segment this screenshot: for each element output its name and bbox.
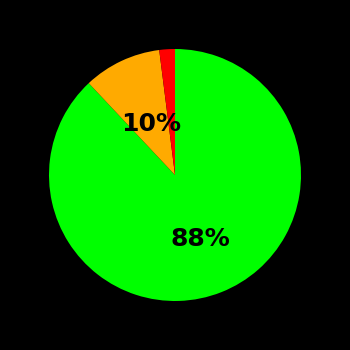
Wedge shape [89, 50, 175, 175]
Text: 10%: 10% [121, 112, 181, 136]
Wedge shape [159, 49, 175, 175]
Text: 88%: 88% [171, 228, 230, 251]
Wedge shape [49, 49, 301, 301]
